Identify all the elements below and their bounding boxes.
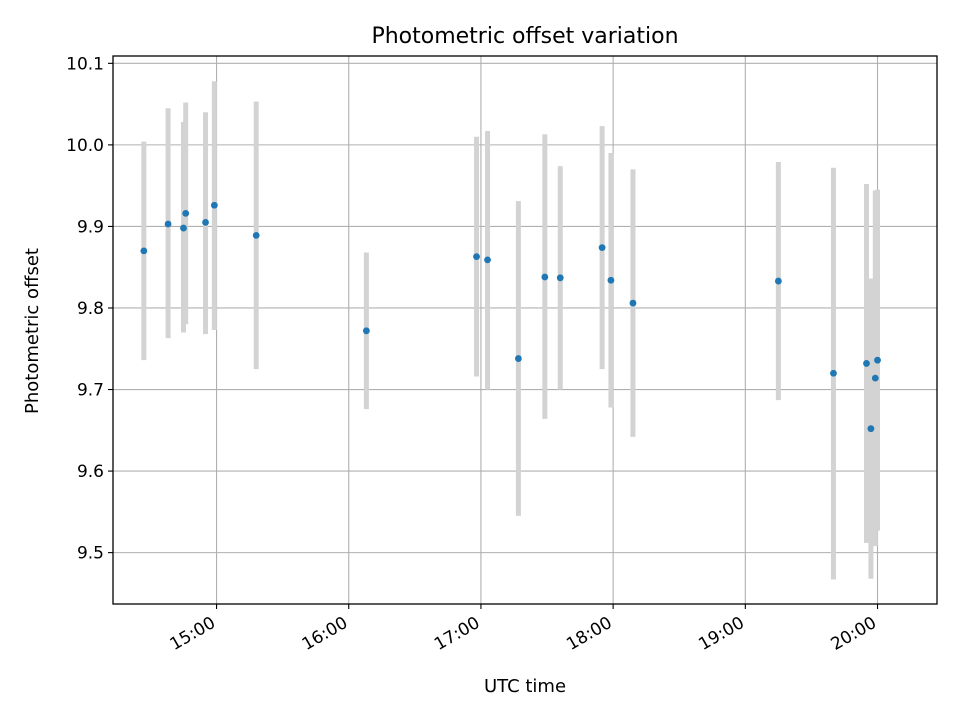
data-point [210, 201, 218, 209]
y-tick-label: 9.5 [77, 544, 104, 564]
data-point [830, 369, 837, 377]
plot-area-frame [112, 55, 938, 605]
data-point [874, 356, 881, 364]
data-point [164, 220, 172, 228]
data-point [863, 360, 870, 367]
data-point [140, 247, 148, 255]
data-point [556, 274, 564, 282]
y-tick-label: 10.0 [66, 136, 104, 156]
y-tick-label: 9.6 [77, 462, 104, 482]
data-point [541, 273, 549, 281]
data-point [514, 355, 522, 362]
y-axis-label: Photometric offset [22, 248, 43, 414]
data-point [202, 218, 209, 226]
data-point [867, 425, 875, 433]
data-point [252, 232, 260, 239]
y-axis-ticks: 9.5 9.6 9.7 9.8 9.9 10.0 10.1 [66, 54, 113, 564]
data-point [362, 327, 370, 335]
grid [113, 56, 937, 604]
y-tick-label: 10.1 [66, 54, 104, 74]
data-point [774, 277, 782, 285]
data-point [182, 209, 190, 217]
data-point [607, 276, 615, 284]
y-tick-label: 9.7 [77, 381, 104, 401]
data-point [484, 256, 491, 264]
data-point [629, 299, 637, 307]
y-tick-label: 9.9 [77, 217, 104, 237]
y-tick-label: 9.8 [77, 299, 104, 319]
data-point [473, 253, 480, 261]
data-point [180, 224, 187, 232]
data-point [598, 244, 606, 252]
data-point [871, 374, 879, 382]
chart-title: Photometric offset variation [371, 24, 678, 49]
x-axis-label: UTC time [484, 676, 566, 697]
data-points [140, 201, 881, 433]
